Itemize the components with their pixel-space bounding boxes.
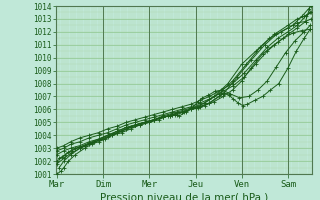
X-axis label: Pression niveau de la mer( hPa ): Pression niveau de la mer( hPa ) [100, 193, 268, 200]
